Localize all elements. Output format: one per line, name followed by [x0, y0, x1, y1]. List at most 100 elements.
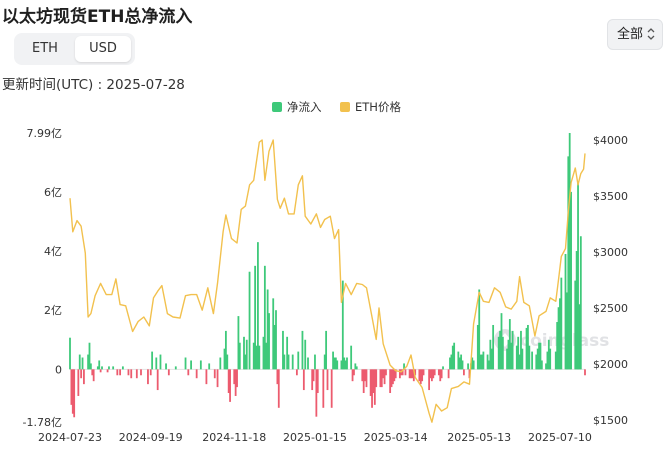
- inflow-bar[interactable]: [254, 265, 257, 370]
- inflow-bar[interactable]: [344, 360, 347, 370]
- inflow-bar[interactable]: [275, 310, 277, 370]
- inflow-bar[interactable]: [449, 357, 451, 370]
- outflow-bar[interactable]: [234, 369, 237, 396]
- outflow-bar[interactable]: [364, 369, 366, 382]
- outflow-bar[interactable]: [584, 369, 586, 376]
- inflow-bar[interactable]: [577, 182, 579, 370]
- inflow-bar[interactable]: [521, 348, 524, 370]
- outflow-bar[interactable]: [330, 369, 333, 408]
- outflow-bar[interactable]: [213, 369, 216, 379]
- outflow-bar[interactable]: [432, 369, 435, 379]
- inflow-bar[interactable]: [450, 354, 453, 370]
- outflow-bar[interactable]: [414, 369, 417, 376]
- inflow-bar[interactable]: [457, 351, 460, 370]
- outflow-bar[interactable]: [316, 369, 319, 394]
- outflow-bar[interactable]: [149, 369, 152, 376]
- inflow-bar[interactable]: [151, 351, 154, 370]
- inflow-bar[interactable]: [190, 360, 192, 370]
- inflow-bar[interactable]: [263, 265, 266, 370]
- inflow-bar[interactable]: [355, 366, 358, 370]
- inflow-bar[interactable]: [354, 363, 357, 370]
- inflow-bar[interactable]: [476, 324, 479, 370]
- outflow-bar[interactable]: [312, 369, 315, 382]
- inflow-bar[interactable]: [314, 354, 316, 370]
- inflow-bar[interactable]: [554, 351, 557, 370]
- outflow-bar[interactable]: [130, 369, 133, 379]
- inflow-bar[interactable]: [301, 330, 304, 370]
- inflow-bar[interactable]: [340, 360, 343, 370]
- inflow-bar[interactable]: [574, 280, 577, 370]
- inflow-bar[interactable]: [297, 351, 300, 370]
- inflow-bar[interactable]: [531, 351, 534, 370]
- outflow-bar[interactable]: [394, 369, 397, 379]
- outflow-bar[interactable]: [369, 369, 372, 396]
- outflow-bar[interactable]: [371, 369, 373, 408]
- outflow-bar[interactable]: [428, 369, 431, 391]
- outflow-bar[interactable]: [99, 369, 102, 373]
- outflow-bar[interactable]: [380, 369, 383, 388]
- inflow-bar[interactable]: [451, 345, 454, 370]
- inflow-bar[interactable]: [461, 360, 464, 370]
- inflow-bar[interactable]: [575, 251, 578, 370]
- outflow-bar[interactable]: [106, 369, 109, 373]
- outflow-bar[interactable]: [463, 369, 465, 376]
- inflow-bar[interactable]: [515, 345, 518, 370]
- inflow-bar[interactable]: [89, 363, 92, 370]
- inflow-bar[interactable]: [219, 357, 222, 370]
- inflow-bar[interactable]: [520, 330, 522, 370]
- inflow-bar[interactable]: [245, 339, 248, 370]
- outflow-bar[interactable]: [439, 369, 442, 382]
- outflow-bar[interactable]: [216, 369, 219, 388]
- inflow-bar[interactable]: [332, 351, 334, 370]
- inflow-bar[interactable]: [199, 360, 202, 370]
- inflow-bar[interactable]: [517, 336, 520, 370]
- inflow-bar[interactable]: [472, 360, 475, 370]
- inflow-bar[interactable]: [323, 354, 326, 370]
- outflow-bar[interactable]: [393, 369, 396, 382]
- outflow-bar[interactable]: [236, 369, 238, 388]
- inflow-bar[interactable]: [248, 271, 251, 370]
- inflow-bar[interactable]: [223, 348, 226, 370]
- inflow-bar[interactable]: [304, 339, 307, 370]
- outflow-bar[interactable]: [372, 369, 375, 394]
- inflow-bar[interactable]: [489, 339, 492, 370]
- inflow-bar[interactable]: [507, 339, 510, 370]
- inflow-bar[interactable]: [208, 363, 211, 370]
- inflow-bar[interactable]: [266, 289, 269, 370]
- inflow-bar[interactable]: [283, 354, 286, 370]
- inflow-bar[interactable]: [549, 348, 552, 370]
- outflow-bar[interactable]: [227, 369, 230, 394]
- outflow-bar[interactable]: [412, 369, 415, 382]
- inflow-bar[interactable]: [87, 354, 89, 370]
- inflow-bar[interactable]: [287, 354, 290, 370]
- tab-eth[interactable]: ETH: [32, 41, 58, 56]
- inflow-bar[interactable]: [481, 354, 483, 370]
- inflow-bar[interactable]: [334, 357, 337, 370]
- outflow-bar[interactable]: [167, 369, 170, 376]
- inflow-bar[interactable]: [488, 360, 490, 370]
- inflow-bar[interactable]: [492, 324, 495, 370]
- inflow-bar[interactable]: [112, 366, 115, 370]
- inflow-bar[interactable]: [350, 345, 353, 370]
- outflow-bar[interactable]: [276, 369, 279, 385]
- inflow-bar[interactable]: [336, 360, 339, 370]
- eth-price-line[interactable]: [69, 139, 586, 423]
- inflow-bar[interactable]: [478, 289, 481, 370]
- outflow-bar[interactable]: [70, 369, 73, 405]
- outflow-bar[interactable]: [156, 369, 159, 391]
- inflow-bar[interactable]: [570, 191, 572, 370]
- outflow-bar[interactable]: [295, 369, 298, 376]
- outflow-bar[interactable]: [375, 369, 378, 388]
- inflow-bar[interactable]: [460, 354, 463, 370]
- outflow-bar[interactable]: [365, 369, 368, 388]
- inflow-bar[interactable]: [508, 319, 511, 370]
- inflow-bar[interactable]: [538, 342, 540, 370]
- outflow-bar[interactable]: [147, 369, 149, 385]
- outflow-bar[interactable]: [440, 369, 443, 379]
- inflow-bar[interactable]: [96, 366, 99, 370]
- legend-inflow-label[interactable]: 净流入: [287, 100, 322, 114]
- outflow-bar[interactable]: [392, 369, 394, 385]
- inflow-bar[interactable]: [458, 357, 461, 370]
- inflow-bar[interactable]: [567, 156, 570, 370]
- outflow-bar[interactable]: [421, 369, 424, 382]
